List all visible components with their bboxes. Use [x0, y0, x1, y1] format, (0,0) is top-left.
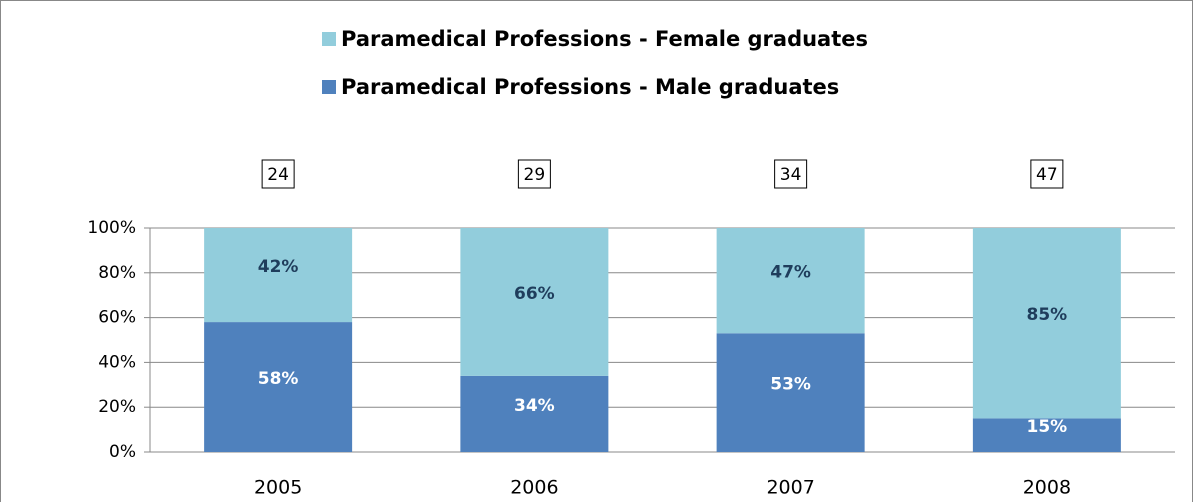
x-tick-label: 2006: [510, 477, 558, 499]
total-label: 34: [780, 165, 802, 185]
data-label: 53%: [770, 375, 811, 395]
y-tick-label: 40%: [98, 352, 136, 372]
bar-segment: [716, 228, 865, 334]
data-label: 58%: [258, 369, 299, 389]
total-box: [517, 159, 551, 189]
x-tick-label: 2007: [766, 477, 814, 499]
bar-segment: [972, 228, 1121, 419]
data-label: 85%: [1027, 305, 1068, 325]
bar-segment: [204, 322, 353, 452]
bar-segment: [460, 228, 609, 376]
y-tick-label: 20%: [98, 397, 136, 417]
data-label: 34%: [514, 396, 555, 416]
bar-segment: [460, 375, 609, 452]
bar-segment: [972, 418, 1121, 452]
total-label: 24: [267, 165, 289, 185]
total-box: [261, 159, 295, 189]
y-tick-label: 60%: [98, 308, 136, 328]
data-label: 66%: [514, 284, 555, 304]
bar-segment: [716, 333, 865, 452]
y-tick-label: 100%: [87, 218, 136, 238]
legend-label: Paramedical Professions - Male graduates: [341, 75, 839, 99]
data-label: 47%: [770, 263, 811, 283]
legend-swatch: [322, 32, 336, 46]
x-tick-label: 2008: [1023, 477, 1071, 499]
total-label: 47: [1036, 165, 1058, 185]
total-box: [774, 159, 808, 189]
data-label: 15%: [1027, 417, 1068, 437]
legend-swatch: [322, 80, 336, 94]
x-tick-label: 2005: [254, 477, 302, 499]
data-label: 42%: [258, 257, 299, 277]
y-tick-label: 80%: [98, 263, 136, 283]
total-box: [1030, 159, 1064, 189]
legend-label: Paramedical Professions - Female graduat…: [341, 27, 868, 51]
bar-segment: [204, 228, 353, 323]
total-label: 29: [524, 165, 546, 185]
y-tick-label: 0%: [109, 442, 136, 462]
